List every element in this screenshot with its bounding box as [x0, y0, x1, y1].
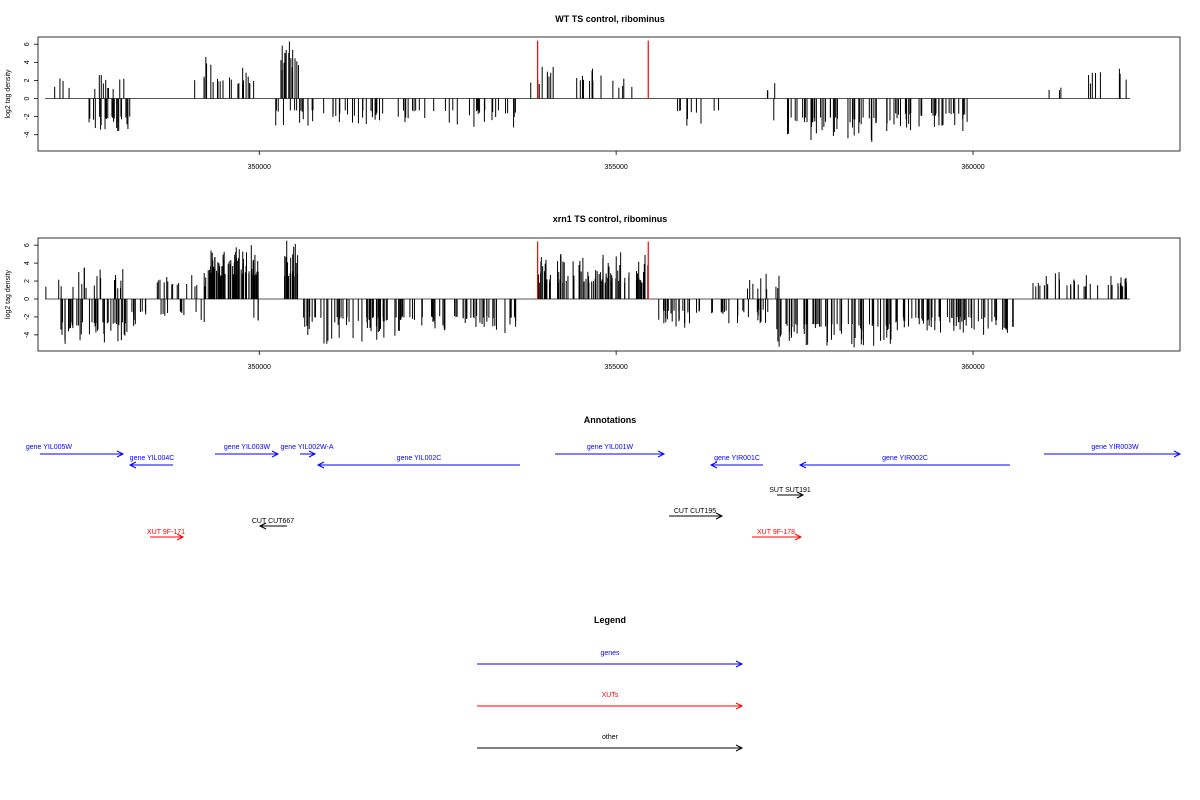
annotation-label: gene YIL003W: [224, 444, 271, 451]
annotation-label: gene YIR003W: [1091, 444, 1139, 451]
x-tick-label: 350000: [248, 364, 271, 371]
annotation-label: gene YIR001C: [714, 455, 760, 462]
annotations-panel: Annotations gene YIL005W gene YIL004C gene…: [26, 415, 1182, 541]
annotation-arrow-head: [1173, 450, 1182, 458]
annotation-arrow-head: [258, 522, 267, 530]
y-tick-label: -4: [24, 132, 31, 138]
annotation-label: gene YIR002C: [882, 455, 928, 462]
annotation-arrow-head: [798, 461, 807, 469]
x-tick-label: 360000: [961, 364, 984, 371]
plot-frame: [37, 237, 1181, 352]
annotation-arrow-head: [715, 512, 724, 520]
y-tick-label: 0: [24, 96, 31, 100]
annotation-label: gene YIL005W: [26, 444, 73, 451]
annotation-arrow-head: [657, 450, 666, 458]
legend-arrow-head: [735, 702, 744, 710]
annotation-arrow-head: [316, 461, 325, 469]
y-tick-label: 2: [24, 78, 31, 82]
annotation-arrow-head: [308, 450, 317, 458]
annotation-label: gene YIL002C: [397, 455, 442, 462]
annotation-label: CUT CUT195: [674, 508, 716, 515]
annotation-label: XUT 9F-171: [147, 529, 185, 536]
y-tick-label: 4: [24, 60, 31, 64]
chart-title: xrn1 TS control, ribominus: [553, 214, 668, 224]
plot-frame: [37, 36, 1181, 152]
y-axis-label: log2 tag density: [5, 269, 12, 319]
annotation-label: CUT CUT667: [252, 518, 294, 525]
y-axis-label: log2 tag density: [5, 69, 12, 119]
xrn1-coverage-panel: xrn1 TS control, ribominus log2 tag densi…: [5, 214, 1181, 371]
legend-label: genes: [600, 650, 620, 657]
legend-arrow-head: [735, 744, 744, 752]
wt-coverage-panel: WT TS control, ribominus log2 tag density…: [5, 14, 1181, 171]
y-tick-label: 6: [24, 243, 31, 247]
annotation-arrow-head: [116, 450, 125, 458]
y-tick-label: -2: [24, 314, 31, 320]
legend-label: XUTs: [602, 692, 619, 699]
y-tick-label: 2: [24, 279, 31, 283]
legend-label: other: [602, 734, 619, 741]
y-tick-label: 6: [24, 42, 31, 46]
annotation-label: gene YIL002W-A: [280, 444, 333, 451]
y-tick-label: 4: [24, 261, 31, 265]
annotation-arrow-head: [176, 533, 185, 541]
annotation-arrow-head: [271, 450, 280, 458]
annotation-arrow-head: [796, 491, 805, 499]
y-tick-label: -4: [24, 332, 31, 338]
annotation-arrow-head: [794, 533, 803, 541]
annotation-label: gene YIL004C: [130, 455, 175, 462]
legend-title: Legend: [594, 615, 626, 625]
y-tick-label: -2: [24, 113, 31, 119]
legend-panel: Legend genes XUTs other: [477, 615, 744, 752]
annotation-label: XUT 9F-178: [757, 529, 795, 536]
annotations-title: Annotations: [584, 415, 637, 425]
x-tick-label: 360000: [961, 164, 984, 171]
y-tick-label: 0: [24, 297, 31, 301]
annotation-label: gene YIL001W: [587, 444, 634, 451]
x-tick-label: 355000: [604, 164, 627, 171]
annotation-arrow-head: [128, 461, 137, 469]
x-tick-label: 355000: [604, 364, 627, 371]
annotation-arrow-head: [709, 461, 718, 469]
legend-arrow-head: [735, 660, 744, 668]
x-tick-label: 350000: [248, 164, 271, 171]
annotation-label: SUT SUT191: [769, 487, 811, 494]
chart-title: WT TS control, ribominus: [555, 14, 665, 24]
